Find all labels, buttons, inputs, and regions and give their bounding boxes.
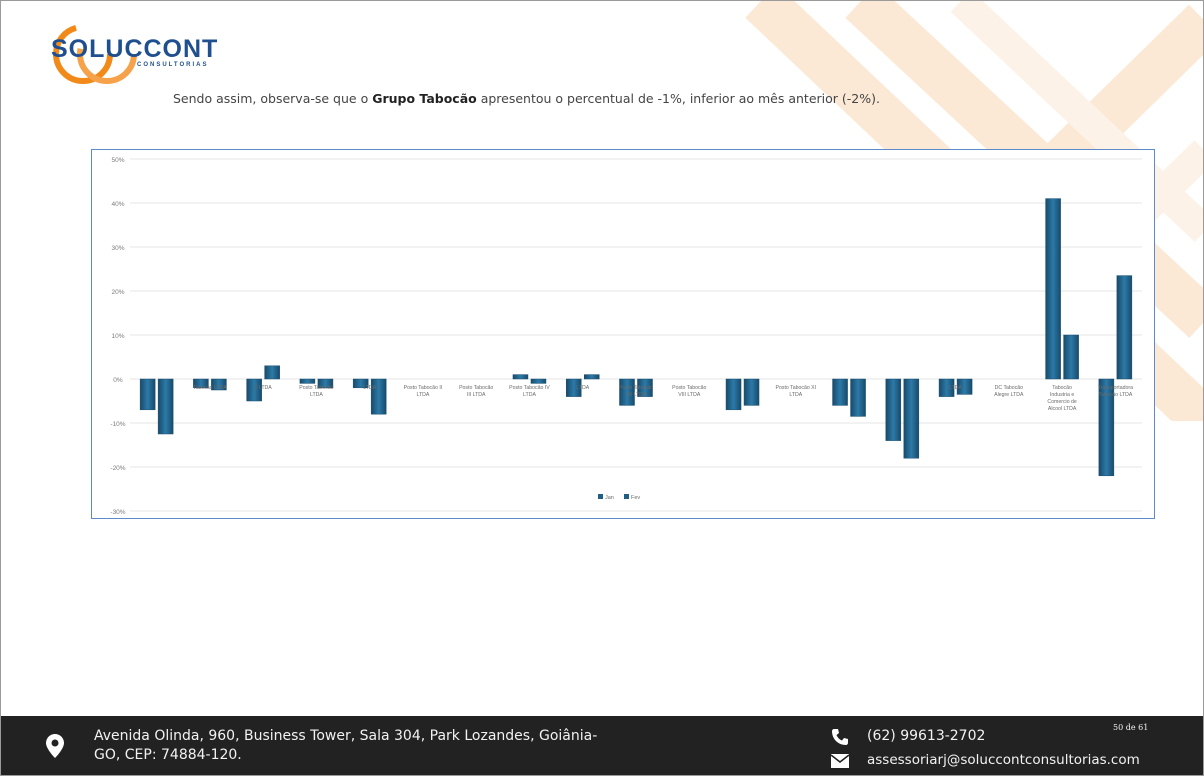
company-logo: SOLUCCONT CONSULTORIAS (43, 23, 243, 85)
category-label: LTDA (417, 392, 430, 398)
category-label: Tabocas LTDA (193, 385, 227, 391)
footer: Avenida Olinda, 960, Business Tower, Sal… (1, 716, 1203, 775)
category-label: II LTDA (255, 385, 273, 391)
y-tick-label: -10% (110, 421, 125, 428)
category-label: LTDA (363, 385, 376, 391)
category-label: LTDA (310, 392, 323, 398)
bar-jan (565, 378, 582, 397)
bar-fev (637, 378, 653, 397)
bar-fev (211, 378, 227, 391)
intro-text-after: apresentou o percentual de -1%, inferior… (476, 91, 880, 106)
envelope-icon (831, 754, 849, 768)
y-tick-label: 0% (113, 377, 123, 384)
category-label: Alcool LTDA (1048, 406, 1077, 412)
bar-jan (299, 378, 316, 384)
bar-jan (938, 378, 955, 397)
category-label: Posto Tabocão (299, 385, 333, 391)
category-label: Posto Tabocão II (404, 385, 443, 391)
bar-chart: 50% 40% 30% 20% 10% 0% -10% -20% -30% Tabocas LTD… (91, 149, 1155, 519)
bar-fev (317, 378, 334, 389)
category-label: LTDA (789, 392, 802, 398)
bar-fev (903, 378, 920, 459)
bar-jan (619, 378, 635, 406)
category-label: Tabocão (1052, 385, 1072, 391)
y-tick-label: 10% (111, 333, 124, 340)
logo-wordmark: SOLUCCONT (51, 35, 219, 63)
email-address: assessoriarj@soluccontconsultorias.com (867, 752, 1140, 768)
bar-fev (370, 378, 387, 415)
bar-fev (956, 378, 973, 395)
bar-jan (352, 378, 369, 389)
category-label: Posto Tabocão XI (776, 385, 817, 391)
legend-swatch (624, 494, 629, 499)
bar-jan (193, 378, 209, 389)
phone-number: (62) 99613-2702 (867, 728, 986, 744)
y-tick-label: 20% (111, 289, 124, 296)
category-label: Posto Tabocão (672, 385, 706, 391)
category-label: VII LTDA (626, 392, 647, 398)
category-label: LTDA (576, 385, 589, 391)
page-number: 50 de 61 (1113, 723, 1149, 732)
y-tick-label: -20% (110, 465, 125, 472)
logo-tagline: CONSULTORIAS (137, 62, 209, 68)
category-label: DC Tabocão (995, 385, 1024, 391)
bar-fev (743, 378, 760, 406)
category-label: Comercio de (1047, 399, 1077, 405)
category-label: LTDA (949, 385, 962, 391)
category-label: Posto Tabocão IV (509, 385, 550, 391)
bar-fev (530, 378, 547, 384)
company-address: Avenida Olinda, 960, Business Tower, Sal… (94, 727, 734, 765)
bar-jan (725, 378, 742, 411)
bar-jan (832, 378, 848, 406)
y-tick-label: 30% (111, 245, 124, 252)
phone-icon (832, 729, 848, 745)
bar-jan (246, 378, 262, 402)
category-label: Transportadora (1098, 385, 1133, 391)
category-label: Industria e (1050, 392, 1074, 398)
bar-jan (139, 378, 156, 411)
legend-label: Fev (631, 495, 640, 501)
category-label: Tabocão LTDA (1098, 392, 1132, 398)
location-pin-icon (46, 734, 64, 758)
category-label: Posto Tabocão (459, 385, 493, 391)
bar-jan (885, 378, 902, 441)
category-label: LTDA (523, 392, 536, 398)
y-tick-label: 40% (111, 201, 124, 208)
y-tick-label: 50% (111, 157, 124, 164)
address-line-1: Avenida Olinda, 960, Business Tower, Sal… (94, 728, 598, 744)
bar-fev (264, 365, 280, 380)
category-label: III LTDA (467, 392, 486, 398)
bar-fev (157, 378, 174, 435)
y-tick-label: -30% (110, 509, 125, 516)
bar-jan (1045, 198, 1061, 380)
bar-fev (583, 374, 600, 380)
chart-canvas: 50% 40% 30% 20% 10% 0% -10% -20% -30% Tabocas LTD… (110, 157, 1142, 516)
intro-text-before: Sendo assim, observa-se que o (173, 91, 373, 106)
bar-fev (1116, 275, 1133, 380)
legend-label: Jan (605, 495, 614, 501)
address-line-2: GO, CEP: 74884-120. (94, 747, 242, 763)
bar-fev (850, 378, 866, 417)
category-label: Alegre LTDA (994, 392, 1024, 398)
intro-group-name: Grupo Tabocão (372, 91, 477, 106)
bar-jan (512, 374, 529, 380)
bar-jan (1098, 378, 1115, 477)
category-label: VIII LTDA (678, 392, 701, 398)
category-label: Posto Tabocão (619, 385, 653, 391)
intro-paragraph: Sendo assim, observa-se que o Grupo Tabo… (173, 91, 1073, 106)
logo-mark (53, 24, 137, 84)
legend-swatch (598, 494, 603, 499)
bar-fev (1063, 334, 1079, 380)
